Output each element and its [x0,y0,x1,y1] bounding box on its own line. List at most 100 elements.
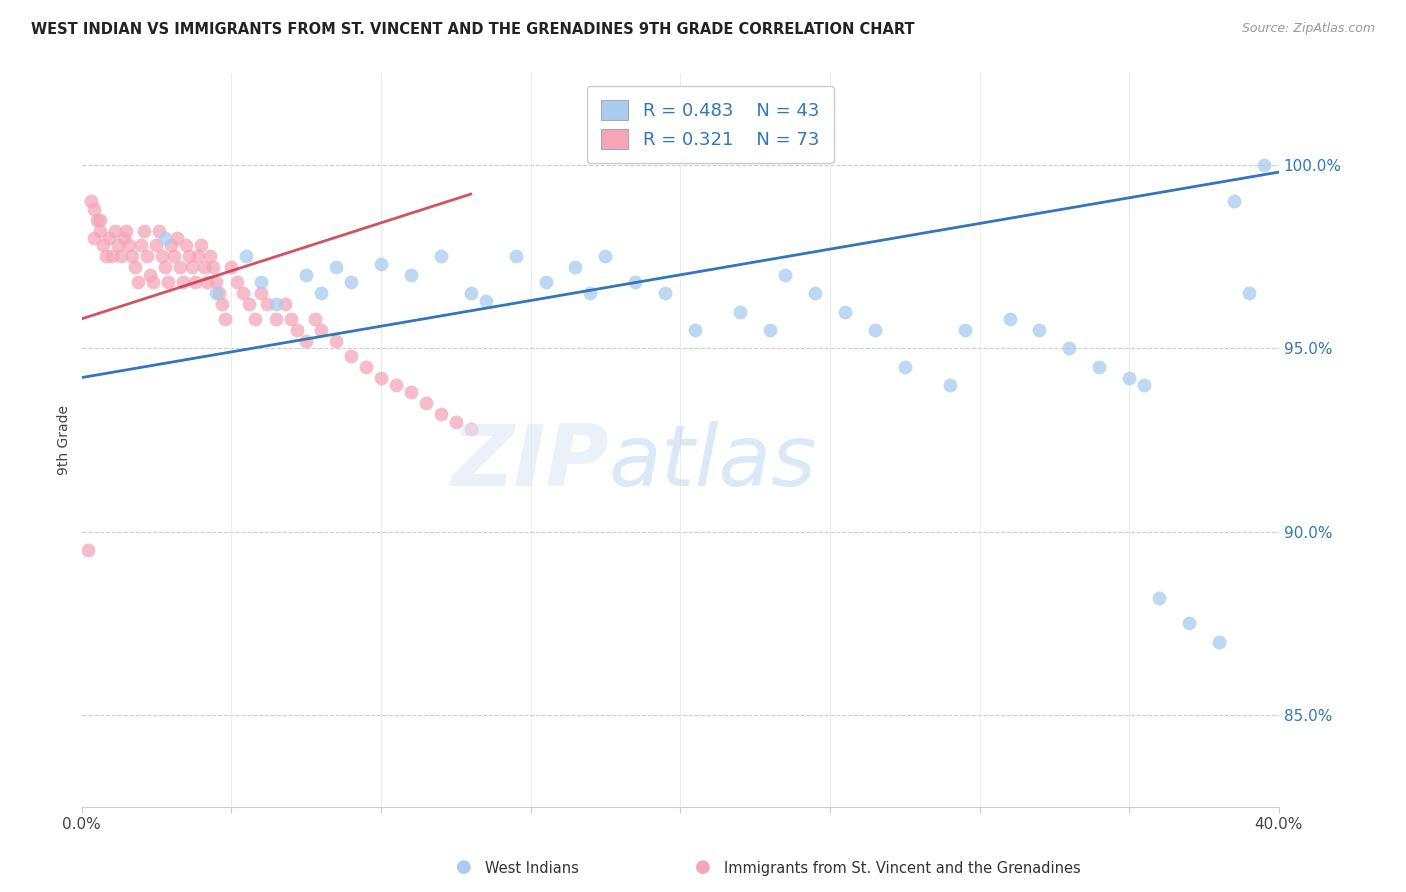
Point [1133,378,1156,392]
Point [250,286,273,301]
Point [654,286,676,301]
Point [193,260,215,275]
Point [226,275,249,289]
Point [340,275,363,289]
Point [208,286,231,301]
Point [264,297,287,311]
Point [139,268,162,282]
Point [834,304,856,318]
Point [1118,370,1140,384]
Point [998,311,1021,326]
Point [121,250,143,264]
Point [773,268,796,282]
Point [110,250,132,264]
Point [190,238,212,252]
Point [157,275,180,289]
Point [202,260,225,275]
Point [415,396,437,410]
Point [76,543,98,558]
Point [148,224,170,238]
Point [295,268,318,282]
Point [89,224,111,238]
Point [195,275,218,289]
Point [804,286,827,301]
Point [166,231,188,245]
Point [280,311,302,326]
Point [91,238,114,252]
Point [238,297,260,311]
Point [325,334,347,348]
Point [219,260,242,275]
Point [953,323,976,337]
Point [595,250,617,264]
Point [86,212,108,227]
Point [564,260,586,275]
Y-axis label: 9th Grade: 9th Grade [58,405,72,475]
Point [399,385,422,400]
Point [232,286,254,301]
Point [79,194,101,209]
Point [624,275,647,289]
Point [235,250,257,264]
Point [1178,616,1201,631]
Point [245,311,267,326]
Point [124,260,146,275]
Point [759,323,782,337]
Text: Immigrants from St. Vincent and the Grenadines: Immigrants from St. Vincent and the Gren… [724,861,1081,876]
Point [295,334,318,348]
Point [176,238,198,252]
Point [894,359,917,374]
Point [474,293,496,308]
Point [309,323,332,337]
Point [155,260,177,275]
Point [205,275,228,289]
Point [172,275,194,289]
Point [534,275,557,289]
Point [430,250,453,264]
Point [145,238,167,252]
Point [370,257,392,271]
Point [100,250,122,264]
Text: Source: ZipAtlas.com: Source: ZipAtlas.com [1241,22,1375,36]
Point [83,202,105,216]
Point [179,250,201,264]
Point [579,286,602,301]
Point [505,250,527,264]
Point [1088,359,1111,374]
Point [399,268,422,282]
Text: ZIP: ZIP [451,420,609,503]
Point [155,231,177,245]
Point [370,370,392,384]
Text: ●: ● [695,858,711,876]
Point [107,238,129,252]
Point [274,297,297,311]
Point [118,238,141,252]
Text: West Indians: West Indians [485,861,579,876]
Point [1208,635,1230,649]
Point [83,231,105,245]
Point [152,250,174,264]
Point [264,311,287,326]
Point [430,407,453,421]
Point [1223,194,1246,209]
Point [1253,158,1275,172]
Point [187,250,209,264]
Point [184,275,207,289]
Point [285,323,308,337]
Point [181,260,204,275]
Point [1237,286,1260,301]
Point [1028,323,1050,337]
Point [256,297,278,311]
Point [89,212,111,227]
Point [385,378,408,392]
Point [134,224,156,238]
Text: WEST INDIAN VS IMMIGRANTS FROM ST. VINCENT AND THE GRENADINES 9TH GRADE CORRELAT: WEST INDIAN VS IMMIGRANTS FROM ST. VINCE… [31,22,914,37]
Point [304,311,326,326]
Point [938,378,960,392]
Point [103,224,125,238]
Point [94,250,117,264]
Point [309,286,332,301]
Point [163,250,186,264]
Point [211,297,233,311]
Point [1059,341,1081,355]
